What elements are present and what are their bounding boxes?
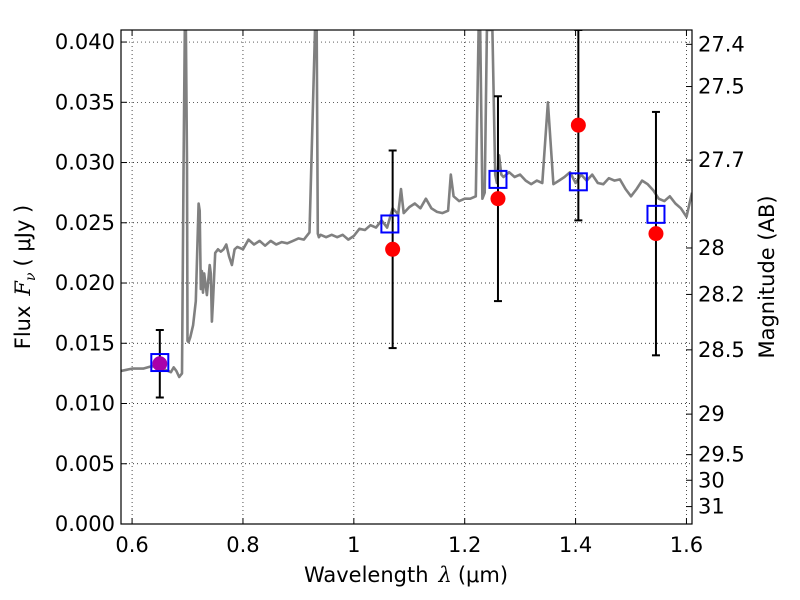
model-flux-square [380, 214, 400, 234]
mag-tick-label: 28 [698, 236, 725, 260]
y-tick-label: 0.035 [55, 90, 115, 114]
mag-tick-label: 28.5 [698, 338, 745, 362]
mag-tick-label: 31 [698, 495, 725, 519]
plot-frame [120, 29, 693, 525]
y-tick-label: 0.010 [55, 392, 115, 416]
y-tick-label: 0.040 [55, 30, 115, 54]
y-tick-label: 0.000 [55, 512, 115, 536]
x-tick-label: 0.6 [115, 533, 148, 557]
mag-tick-label: 30 [698, 468, 725, 492]
x-tick-label: 1 [347, 533, 360, 557]
observed-flux-point [152, 356, 168, 372]
model-flux-square [488, 169, 508, 189]
mag-tick-label: 29 [698, 402, 725, 426]
observed-flux-point [648, 226, 664, 242]
observed-flux-point [385, 241, 401, 257]
model-flux-square [150, 353, 170, 373]
observed-flux-point [570, 117, 586, 133]
mag-tick-label: 27.7 [698, 148, 745, 172]
axis-ticks: 0.6 0.8 1 1.2 1.4 1.6 0.000 0.005 0.010 0.015 0.02… [55, 30, 745, 557]
y-tick-label: 0.020 [55, 271, 115, 295]
x-tick-label: 1.4 [559, 533, 592, 557]
mag-tick-label: 29.5 [698, 443, 745, 467]
y2-axis-label: Magnitude (AB) [755, 195, 779, 358]
y-axis-label: FluxFν( μJy ) [11, 205, 39, 349]
x-tick-label: 1.6 [670, 533, 703, 557]
plot-area [121, 30, 692, 399]
y-tick-label: 0.005 [55, 452, 115, 476]
x-tick-label: 0.8 [226, 533, 259, 557]
observed-flux-point [490, 191, 506, 207]
mag-tick-label: 27.4 [698, 32, 745, 56]
model-flux-square [568, 172, 588, 192]
x-tick-label: 1.2 [448, 533, 481, 557]
model-flux-square [646, 204, 666, 224]
y-tick-label: 0.015 [55, 331, 115, 355]
mag-tick-label: 27.5 [698, 75, 745, 99]
y-tick-label: 0.030 [55, 151, 115, 175]
x-axis-label: Wavelength λ (μm) [304, 563, 508, 587]
mag-tick-label: 28.2 [698, 282, 745, 306]
y-tick-label: 0.025 [55, 211, 115, 235]
